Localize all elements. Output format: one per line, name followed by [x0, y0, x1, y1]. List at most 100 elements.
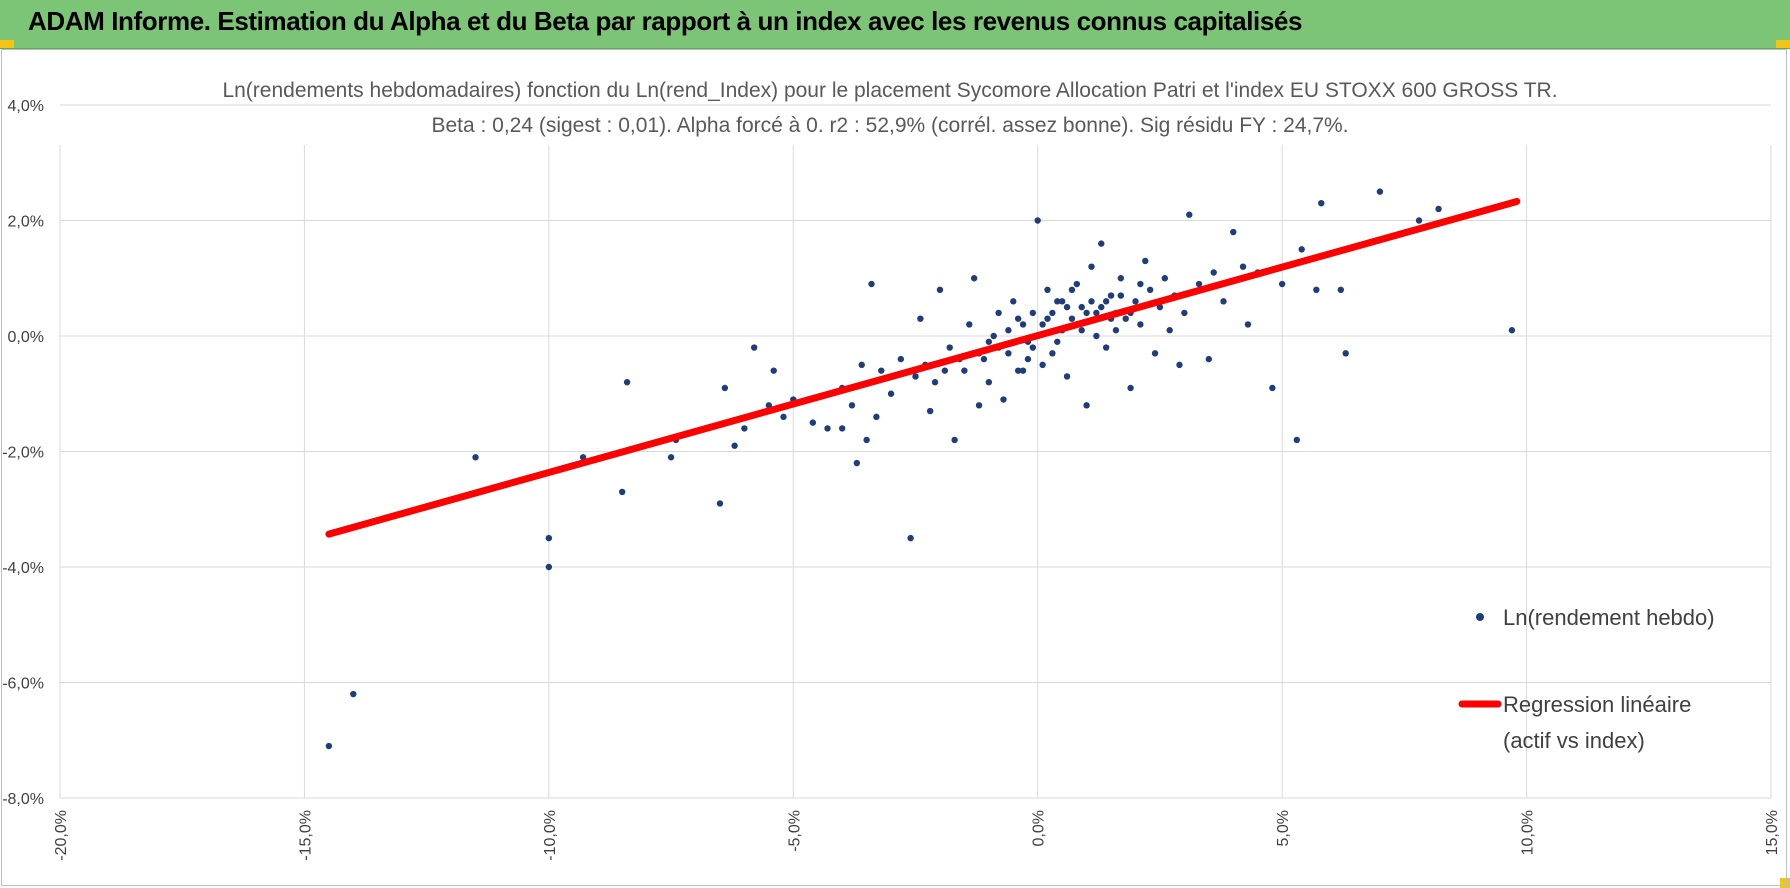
scatter-point — [848, 402, 856, 409]
scatter-point — [1195, 280, 1203, 288]
legend-scatter-label: Ln(rendement hebdo) — [1503, 605, 1715, 630]
scatter-point — [1146, 286, 1154, 293]
scatter-point — [1068, 286, 1076, 293]
scatter-point — [1019, 367, 1027, 374]
regression-line-group — [325, 197, 1521, 538]
scatter-point — [897, 355, 905, 363]
scatter-point — [985, 338, 993, 345]
scatter-point — [1117, 292, 1125, 299]
scatter-point — [1230, 228, 1237, 236]
scatter-point — [887, 390, 895, 397]
scatter-point — [1508, 327, 1516, 334]
scatter-point — [667, 454, 675, 461]
chart-frame — [1, 49, 1787, 886]
scatter-point — [907, 534, 914, 542]
scatter-point — [1337, 286, 1345, 293]
scatter-point — [946, 344, 953, 351]
scatter-point — [1186, 211, 1193, 218]
scatter-point — [1005, 350, 1012, 357]
scatter-point — [741, 425, 748, 432]
chart-title-line-1: Ln(rendements hebdomadaires) fonction du… — [222, 79, 1557, 102]
scatter-point — [1137, 321, 1144, 328]
x-tick-label: 10,0% — [1520, 810, 1537, 855]
scatter-point — [936, 286, 944, 293]
scatter-point — [980, 355, 988, 363]
scatter-point — [961, 367, 968, 374]
scatter-point — [838, 425, 846, 432]
scatter-point — [770, 367, 777, 374]
scatter-point — [1112, 327, 1120, 334]
scatter-point — [926, 407, 934, 415]
scatter-point — [1019, 321, 1027, 328]
scatter-point — [1093, 332, 1100, 340]
scatter-point — [1244, 321, 1252, 328]
scatter-point — [1313, 286, 1320, 293]
scatter-point — [966, 321, 973, 328]
scatter-point — [1000, 396, 1007, 403]
scatter-point — [1142, 257, 1149, 265]
scatter-point — [1044, 315, 1051, 322]
scatter-point — [1088, 263, 1095, 270]
x-tick-label: -15,0% — [297, 810, 314, 861]
legend: Ln(rendement hebdo) Regression linéaire … — [1458, 605, 1715, 753]
y-tick-label: 2,0% — [8, 214, 44, 231]
scatter-point — [1415, 217, 1423, 224]
y-tick-label: -8,0% — [2, 791, 44, 808]
scatter-point — [472, 454, 479, 461]
scatter-point — [716, 500, 724, 507]
scatter-point — [985, 379, 993, 386]
scatter-point — [1161, 275, 1169, 282]
y-tick-label: -2,0% — [2, 445, 44, 462]
scatter-point — [750, 344, 758, 351]
scatter-points — [325, 188, 1516, 750]
scatter-point — [1049, 309, 1056, 317]
x-axis-ticks: -20,0% -15,0% -10,0% -5,0% 0,0% 5,0% 10,0% 15,0… — [53, 810, 1781, 861]
scatter-point — [1029, 309, 1037, 317]
x-tick-label: 5,0% — [1275, 810, 1292, 846]
scatter-point — [970, 275, 978, 282]
scatter-point — [1298, 246, 1305, 253]
scatter-point — [1078, 327, 1085, 334]
scatter-point — [1210, 269, 1217, 276]
scatter-point — [1024, 355, 1032, 363]
scatter-point — [1098, 240, 1105, 247]
scatter-point — [1117, 275, 1125, 282]
scatter-point — [1044, 286, 1051, 293]
scatter-point — [1083, 402, 1090, 409]
scatter-point — [780, 413, 787, 421]
scatter-point — [1102, 344, 1110, 351]
scatter-point — [1318, 199, 1325, 207]
scatter-point — [1058, 298, 1066, 305]
scatter-point — [858, 361, 865, 369]
scatter-point — [990, 332, 997, 340]
y-tick-label: -4,0% — [2, 560, 44, 577]
scatter-point — [545, 563, 553, 571]
scatter-point — [1063, 303, 1071, 311]
scatter-point — [1039, 321, 1046, 328]
scatter-point — [1014, 315, 1022, 322]
scatter-point — [1376, 188, 1384, 195]
scatter-point — [545, 534, 553, 542]
scatter-point — [1151, 350, 1159, 357]
scatter-point — [1127, 384, 1134, 392]
scatter-point — [1054, 298, 1061, 305]
scatter-point — [731, 442, 738, 449]
y-tick-label: 0,0% — [8, 329, 44, 346]
scatter-point — [1102, 298, 1110, 305]
scatter-point — [1205, 355, 1213, 363]
scatter-point — [1166, 327, 1173, 334]
legend-line-label-2: (actif vs index) — [1503, 728, 1645, 753]
y-axis-ticks: 4,0% 2,0% 0,0% -2,0% -4,0% -6,0% -8,0% — [2, 98, 44, 808]
report-banner: ADAM Informe. Estimation du Alpha et du … — [0, 0, 1790, 49]
scatter-point — [912, 373, 919, 380]
scatter-point — [1278, 280, 1286, 288]
report-title: ADAM Informe. Estimation du Alpha et du … — [28, 6, 1303, 36]
scatter-point — [1014, 367, 1022, 374]
scatter-point — [1034, 217, 1041, 224]
x-tick-label: -10,0% — [542, 810, 559, 861]
x-tick-label: -20,0% — [53, 810, 70, 861]
scatter-point — [878, 367, 885, 374]
scatter-point — [721, 384, 729, 392]
scatter-point — [951, 436, 958, 444]
